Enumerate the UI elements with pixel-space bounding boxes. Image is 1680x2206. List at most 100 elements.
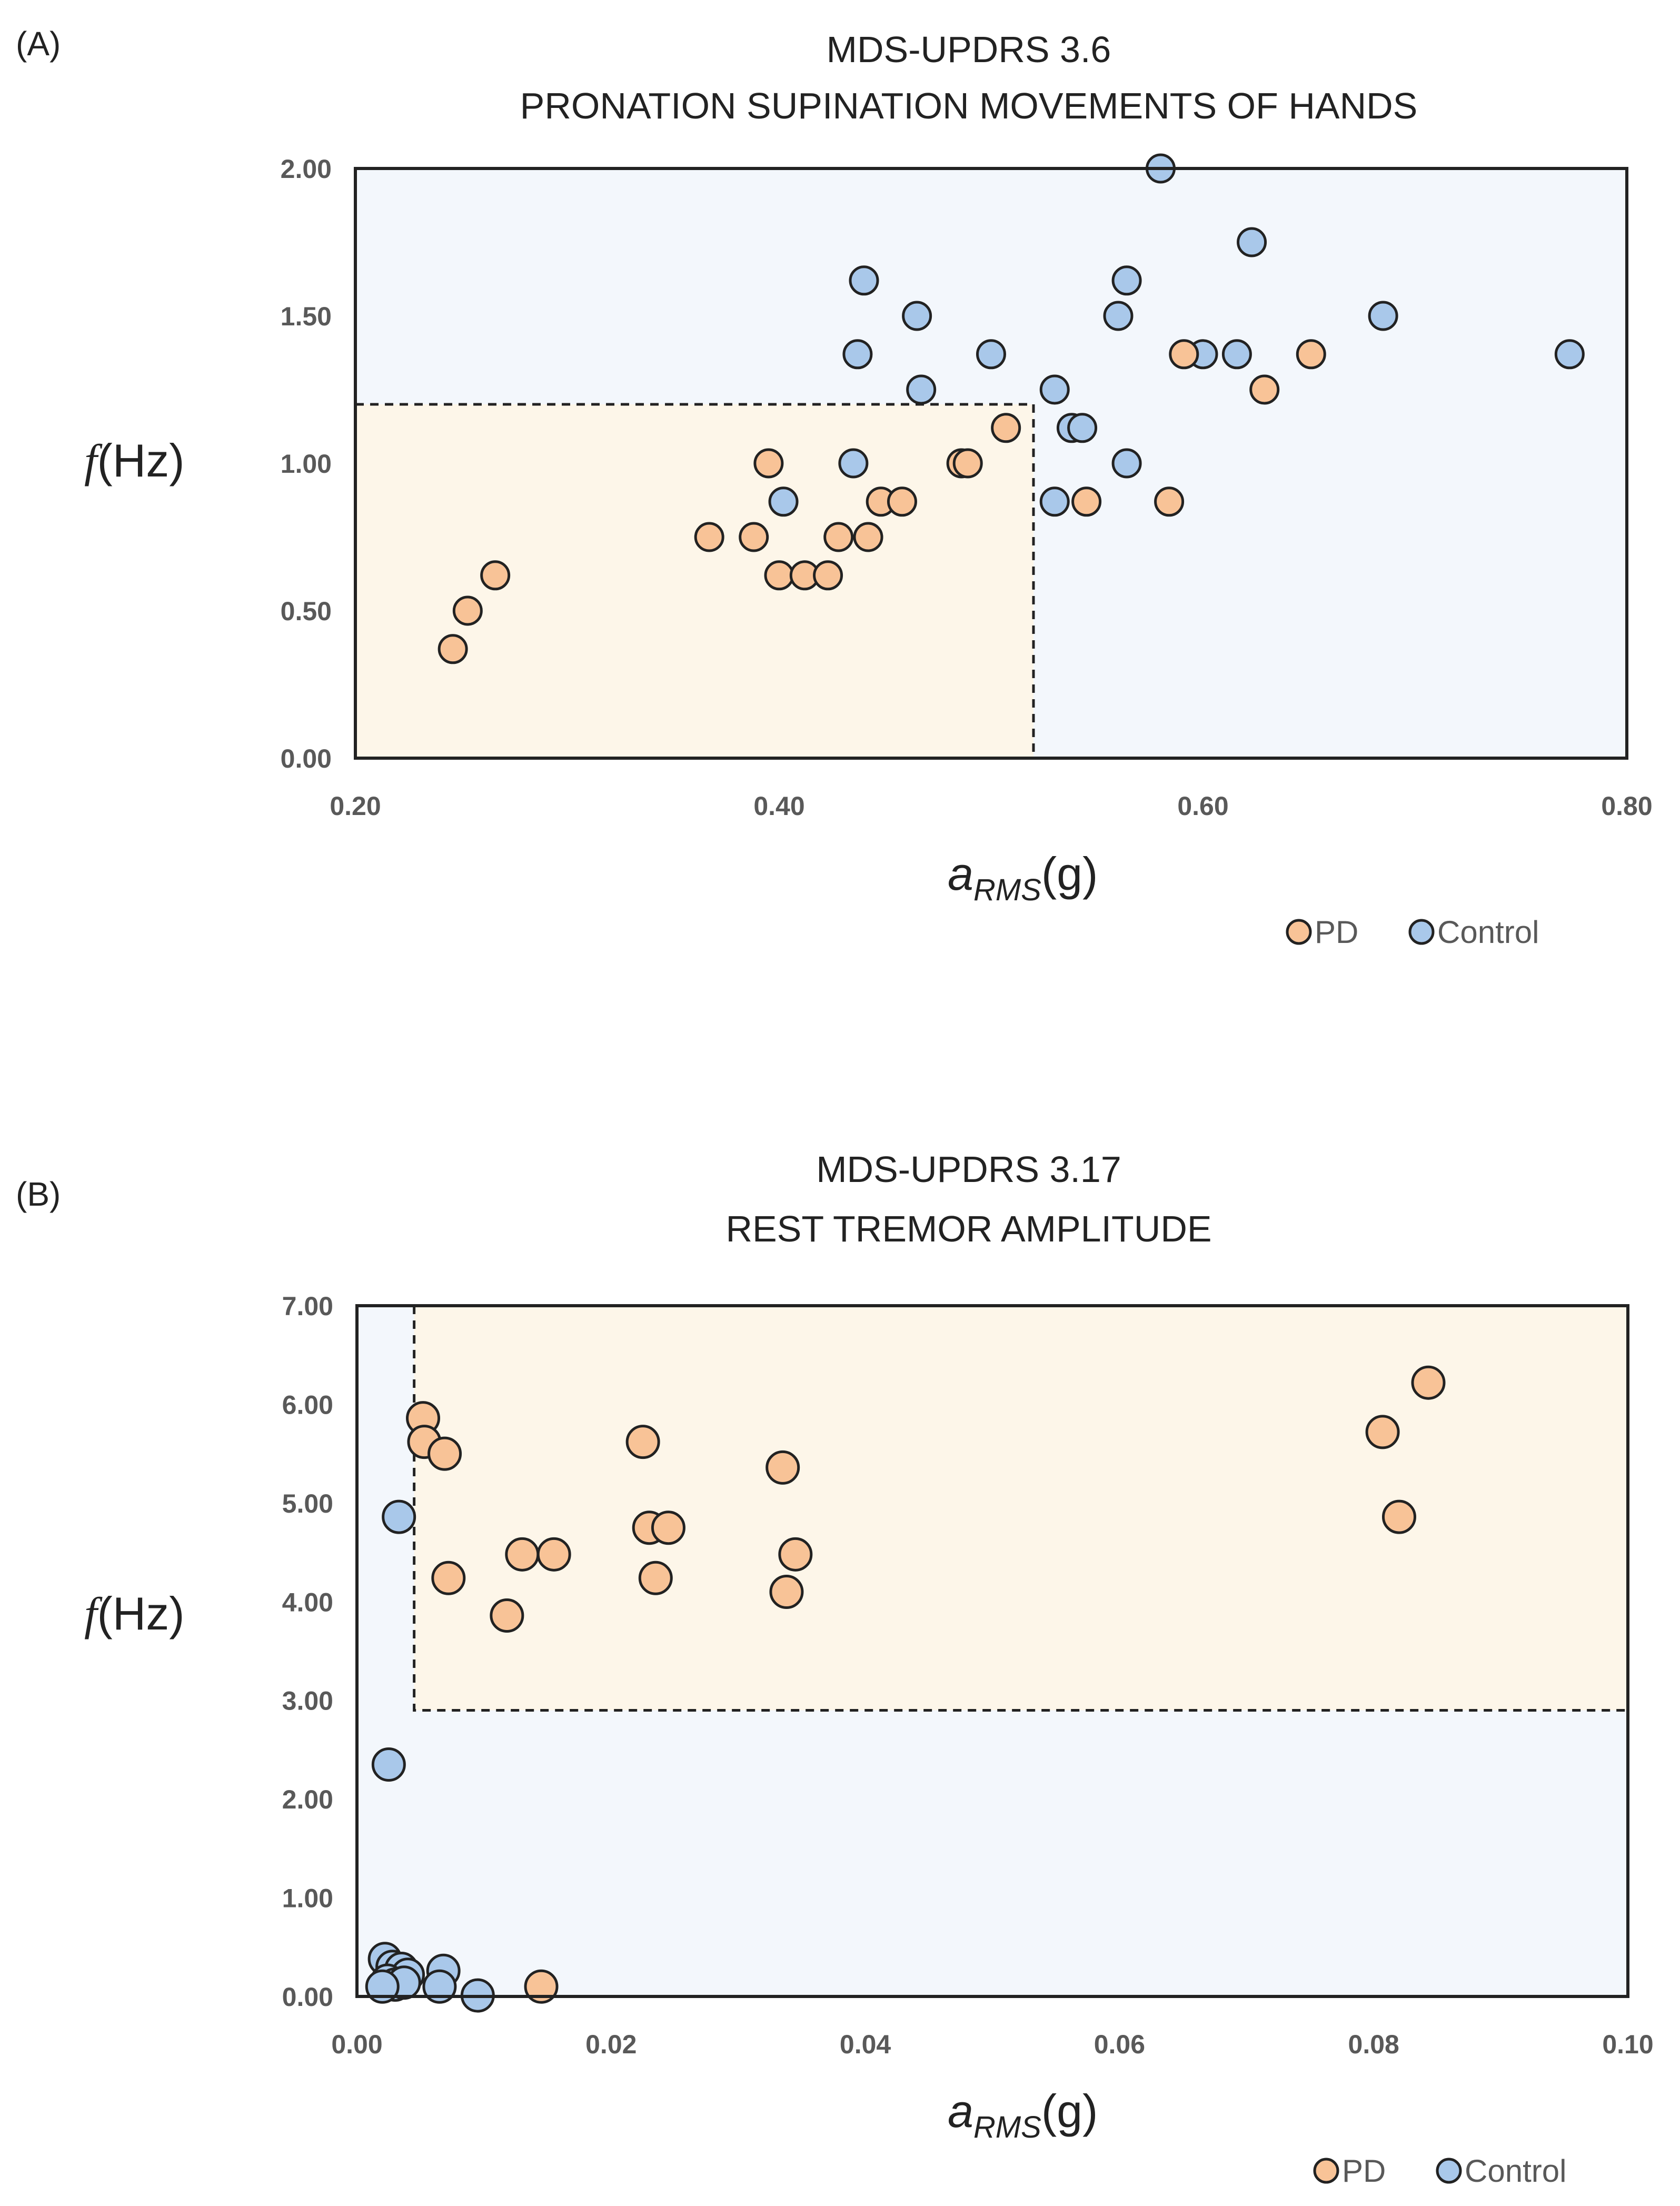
pd-point bbox=[428, 1436, 462, 1471]
panel-a-plot-frame bbox=[354, 167, 1628, 760]
panel-b-plot-frame bbox=[355, 1304, 1629, 1998]
y-tick-label: 0.00 bbox=[282, 1982, 333, 2012]
panel-a-control-points bbox=[768, 153, 1585, 517]
pd-point bbox=[694, 522, 724, 552]
x-tick-label: 0.10 bbox=[1602, 2030, 1653, 2059]
pd-point bbox=[823, 522, 854, 552]
pd-point bbox=[1154, 486, 1185, 517]
x-tick-label: 0.02 bbox=[585, 2030, 637, 2059]
control-point bbox=[842, 339, 873, 370]
panel-a-pd-threshold-line bbox=[355, 403, 1035, 758]
control-point bbox=[1067, 413, 1098, 443]
panel-a-y-axis-label: f(Hz) bbox=[84, 434, 185, 487]
control-point bbox=[1039, 374, 1070, 405]
pd-point bbox=[1365, 1415, 1400, 1449]
panel-a-x-ticks: 0.20 0.40 0.60 0.80 bbox=[330, 791, 1652, 821]
panel-b-y-ticks: 0.00 1.00 2.00 3.00 4.00 5.00 6.00 7.00 bbox=[282, 1291, 333, 2012]
pd-point bbox=[651, 1511, 685, 1545]
pd-point bbox=[769, 1575, 804, 1609]
control-point bbox=[365, 1969, 400, 2004]
control-point bbox=[382, 1499, 416, 1534]
x-axis-symbol: a bbox=[948, 2085, 973, 2137]
panel-b-label: (B) bbox=[16, 1175, 61, 1213]
panel-a-pd-region bbox=[355, 404, 1033, 758]
x-tick-label: 0.80 bbox=[1601, 791, 1652, 821]
panel-b-x-axis-label: aRMS(g) bbox=[948, 2085, 1098, 2144]
x-tick-label: 0.04 bbox=[840, 2030, 891, 2059]
pd-point bbox=[739, 522, 769, 552]
x-tick-label: 0.06 bbox=[1094, 2030, 1145, 2059]
y-tick-label: 4.00 bbox=[282, 1587, 333, 1617]
y-tick-label: 3.00 bbox=[282, 1686, 333, 1716]
x-axis-subscript: RMS bbox=[973, 2110, 1041, 2144]
y-tick-label: 2.00 bbox=[282, 1785, 333, 1814]
control-point bbox=[1554, 339, 1585, 370]
pd-point bbox=[452, 595, 483, 626]
legend-control-label: Control bbox=[1437, 915, 1539, 950]
control-point bbox=[1368, 301, 1398, 331]
pd-point bbox=[438, 634, 468, 664]
y-tick-label: 1.50 bbox=[281, 302, 332, 331]
panel-a-plot-area bbox=[354, 153, 1628, 760]
x-tick-label: 0.40 bbox=[753, 791, 804, 821]
legend-pd-marker bbox=[1286, 919, 1312, 945]
control-point bbox=[1039, 486, 1070, 517]
legend-pd-marker bbox=[1313, 2158, 1339, 2184]
pd-point bbox=[991, 413, 1021, 443]
y-axis-unit: (Hz) bbox=[97, 1587, 184, 1639]
pd-point bbox=[1381, 1499, 1416, 1534]
pd-point bbox=[480, 560, 511, 591]
panel-a-y-ticks: 0.00 0.50 1.00 1.50 2.00 bbox=[281, 154, 332, 773]
pd-point bbox=[1249, 374, 1280, 405]
pd-point bbox=[766, 1450, 800, 1485]
panel-a-x-axis-label: aRMS(g) bbox=[948, 848, 1098, 907]
pd-point bbox=[952, 448, 983, 479]
x-tick-label: 0.60 bbox=[1177, 791, 1228, 821]
control-point bbox=[768, 486, 799, 517]
y-tick-label: 1.00 bbox=[282, 1884, 333, 1913]
pd-point bbox=[887, 486, 917, 517]
control-point bbox=[902, 301, 932, 331]
x-axis-unit: (g) bbox=[1041, 848, 1098, 900]
panel-a-legend: PD Control bbox=[1286, 915, 1539, 950]
control-point bbox=[1111, 448, 1142, 479]
y-tick-label: 0.00 bbox=[281, 744, 332, 773]
pd-point bbox=[625, 1425, 660, 1459]
control-point bbox=[849, 265, 879, 296]
pd-point bbox=[490, 1598, 524, 1633]
pd-point bbox=[813, 560, 843, 591]
legend-control-label: Control bbox=[1465, 2153, 1566, 2189]
pd-point bbox=[524, 1969, 559, 2004]
y-tick-label: 6.00 bbox=[282, 1390, 333, 1419]
pd-point bbox=[536, 1537, 571, 1572]
pd-point bbox=[764, 560, 794, 591]
x-tick-label: 0.20 bbox=[330, 791, 381, 821]
pd-point bbox=[1071, 486, 1102, 517]
pd-point bbox=[853, 522, 883, 552]
control-point bbox=[838, 448, 869, 479]
pd-point bbox=[638, 1561, 673, 1595]
pd-point bbox=[1411, 1365, 1446, 1400]
pd-point bbox=[778, 1537, 813, 1572]
control-point bbox=[371, 1747, 406, 1782]
panel-b-plot-area bbox=[355, 1304, 1629, 2013]
pd-point bbox=[1169, 339, 1199, 370]
control-point bbox=[1237, 227, 1267, 257]
x-axis-subscript: RMS bbox=[973, 873, 1041, 907]
control-point bbox=[1111, 265, 1142, 296]
y-tick-label: 7.00 bbox=[282, 1291, 333, 1321]
y-axis-unit: (Hz) bbox=[97, 434, 184, 486]
pd-point bbox=[431, 1561, 466, 1595]
x-tick-label: 0.00 bbox=[331, 2030, 382, 2059]
pd-point bbox=[1296, 339, 1326, 370]
y-tick-label: 2.00 bbox=[281, 154, 332, 184]
legend-control-marker bbox=[1408, 919, 1435, 945]
panel-b-pd-points bbox=[406, 1365, 1446, 2004]
control-point bbox=[422, 1969, 457, 2004]
y-tick-label: 0.50 bbox=[281, 597, 332, 626]
x-tick-label: 0.08 bbox=[1348, 2030, 1399, 2059]
control-point bbox=[1221, 339, 1252, 370]
panel-b-pd-region bbox=[414, 1306, 1628, 1711]
control-point bbox=[976, 339, 1006, 370]
x-axis-unit: (g) bbox=[1041, 2085, 1098, 2137]
